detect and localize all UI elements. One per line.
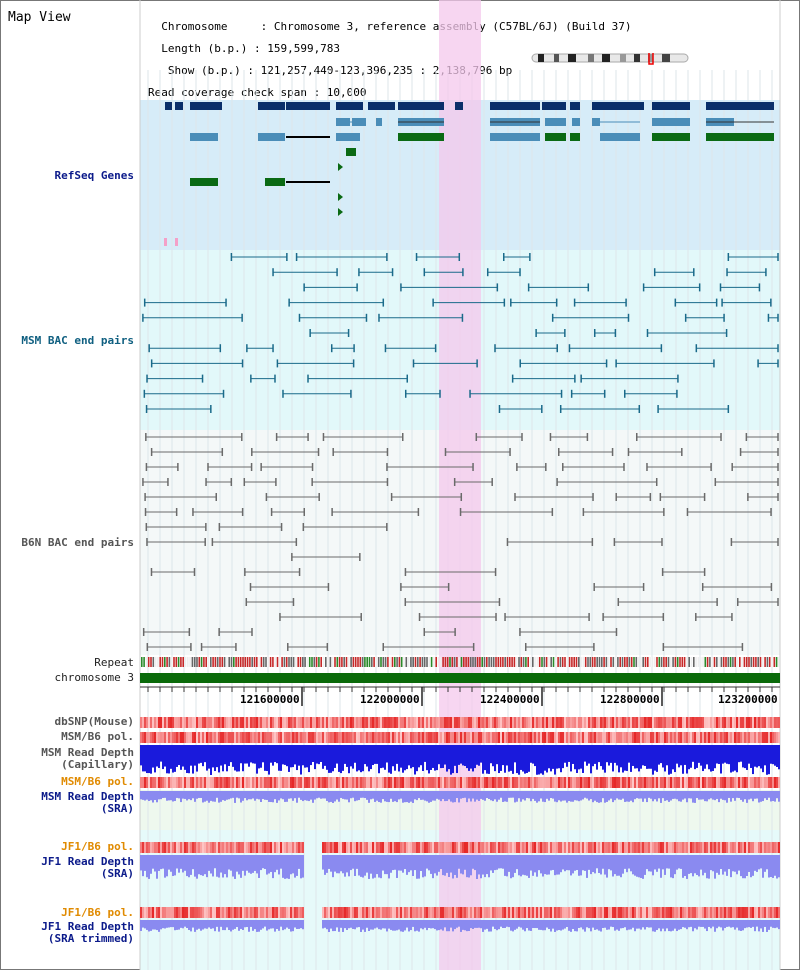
- axis-tick-label: 122800000: [600, 693, 660, 706]
- axis-tick-label: 122000000: [360, 693, 420, 706]
- track-label-msm-bac[interactable]: MSM BAC end pairs: [21, 334, 134, 347]
- track-label-chromosome: chromosome 3: [54, 671, 134, 684]
- track-label-jf1-trim: JF1 Read Depth (SRA trimmed): [41, 920, 134, 945]
- track-label-dbsnp: dbSNP(Mouse): [54, 715, 134, 728]
- info-chromosome: Chromosome : Chromosome 3, reference ass…: [148, 20, 632, 33]
- track-label-msm-depth-cap: MSM Read Depth (Capillary): [41, 746, 134, 771]
- track-label-b6n-bac[interactable]: B6N BAC end pairs: [21, 536, 134, 549]
- track-label-refseq[interactable]: RefSeq Genes: [54, 169, 134, 182]
- axis-tick-label: 122400000: [480, 693, 540, 706]
- axis-tick-label: 123200000: [718, 693, 778, 706]
- track-label-repeat: Repeat: [94, 656, 134, 669]
- track-label-msm-depth-sra: MSM Read Depth (SRA): [41, 790, 134, 815]
- track-label-jf1-b6-pol: JF1/B6 pol.: [61, 840, 134, 853]
- track-label-msm-b6-pol-sra: MSM/B6 pol.: [61, 775, 134, 788]
- track-label-jf1-b6-pol-trim: JF1/B6 pol.: [61, 906, 134, 919]
- track-label-jf1-depth: JF1 Read Depth (SRA): [41, 855, 134, 880]
- info-coverage-span: Read coverage check span : 10,000: [148, 86, 367, 99]
- chromosome-ideogram[interactable]: [530, 53, 690, 65]
- track-label-msm-b6-pol: MSM/B6 pol.: [61, 730, 134, 743]
- info-show: Show (b.p.) : 121,257,440-123,396,235 : …: [148, 64, 513, 77]
- page-title: Map View: [8, 10, 71, 25]
- info-length: Length (b.p.) : 159,599,783: [148, 42, 341, 55]
- axis-tick-label: 121600000: [240, 693, 300, 706]
